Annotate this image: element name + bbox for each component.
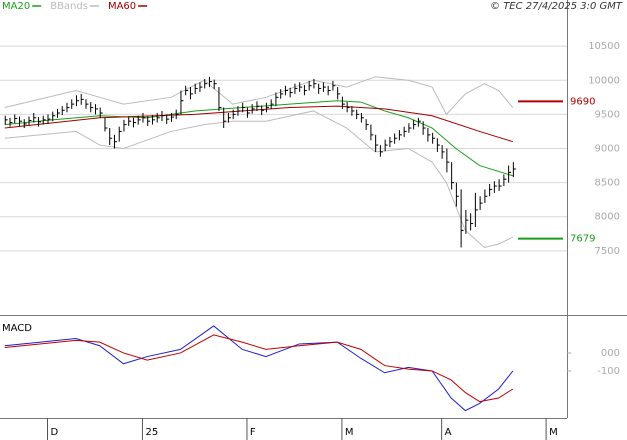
y-tick-label: 10500 (588, 41, 620, 52)
x-tick-label: M (345, 427, 354, 438)
y-tick-label: -100 (597, 366, 620, 377)
macd-line (4, 325, 514, 412)
x-tick-label: M (549, 427, 558, 438)
band-upper (4, 76, 514, 116)
x-tick-label: A (445, 427, 452, 438)
macd-line (4, 334, 514, 403)
last-value-label: 7679 (570, 234, 595, 245)
y-tick-label: 9000 (595, 143, 620, 154)
ma-line (4, 105, 514, 143)
y-tick-label: 8500 (595, 178, 620, 189)
y-tick-label: 10000 (588, 75, 620, 86)
credit: © TEC 27/4/2025 3:0 GMT (490, 1, 623, 12)
legend-label: BBands (50, 1, 88, 12)
panel-title: MACD (2, 323, 32, 334)
band-lower (4, 110, 514, 248)
legend-label: MA60 (108, 1, 136, 12)
ma-line (4, 100, 514, 177)
x-tick-label: F (250, 427, 256, 438)
x-tick-label: D (50, 427, 58, 438)
y-tick-label: 8000 (595, 212, 620, 223)
y-tick-label: 7500 (595, 246, 620, 257)
last-value-label: 9690 (570, 96, 595, 107)
y-tick-label: 000 (601, 348, 620, 359)
legend-label: MA20 (2, 1, 30, 12)
x-tick-label: 25 (145, 427, 158, 438)
y-tick-label: 9500 (595, 109, 620, 120)
